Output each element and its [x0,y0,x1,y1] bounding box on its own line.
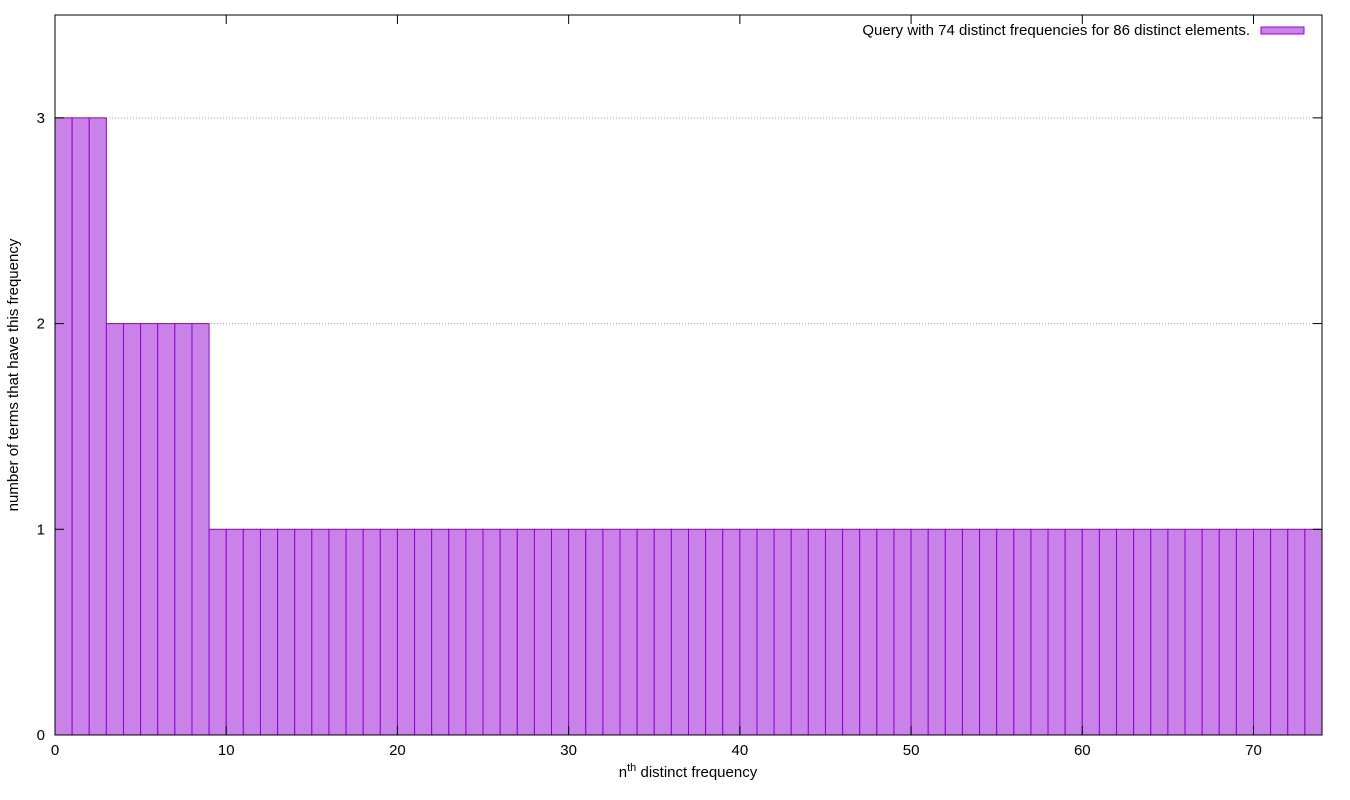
bar [191,323,210,736]
bar [1201,528,1220,736]
bar [294,528,313,736]
x-tick-label: 60 [1074,742,1091,759]
bar [1253,528,1272,736]
x-tick-label: 0 [51,742,59,759]
bar [979,528,998,736]
bar [1133,528,1152,736]
bar [1047,528,1066,736]
legend-swatch [1260,26,1305,35]
bar [893,528,912,736]
bar [790,528,809,736]
bar [910,528,929,736]
bar [876,528,895,736]
bar [1098,528,1118,736]
bar [1287,528,1306,736]
bar [328,528,347,736]
bar [259,528,279,736]
gridlines [55,117,1322,530]
bar [140,323,159,736]
bar [568,528,587,736]
x-axis-label: nth distinct frequency [619,762,758,781]
x-tick-label: 10 [218,742,235,759]
bar [311,528,330,736]
bar [944,528,963,736]
bar [516,528,535,736]
bar [636,528,655,736]
y-tick-label: 3 [37,110,45,127]
bar [602,528,621,736]
bar [1013,528,1032,736]
bar [277,528,296,736]
bar [379,528,398,736]
bar [1150,528,1169,736]
tick-labels: 0 10 20 30 40 50 60 70 0 1 2 3 [37,110,1262,759]
bar [927,528,946,736]
bar [448,528,467,736]
bar [345,528,364,736]
bar [1116,528,1135,736]
bar [585,528,604,736]
y-tick-label: 1 [37,521,45,538]
bar [465,528,484,736]
bar [807,528,826,736]
bar [482,528,501,736]
bar [1064,528,1083,736]
bar [705,528,724,736]
bar [157,323,176,736]
bar [431,528,450,736]
bar [1167,528,1186,736]
bar [670,528,689,736]
bar [739,528,758,736]
bar [842,528,861,736]
bar [362,528,381,736]
y-axis-label: number of terms that have this frequency [5,238,22,511]
bar [105,323,124,736]
bar [88,117,107,736]
bar [499,528,518,736]
bar [722,528,741,736]
bar [122,323,142,736]
x-tick-label: 40 [732,742,749,759]
x-tick-label: 70 [1245,742,1262,759]
y-tick-label: 2 [37,316,45,333]
bar [71,117,90,736]
bar [773,528,792,736]
bar [756,528,775,736]
bars [54,117,1323,736]
bar [1184,528,1203,736]
bar [824,528,844,736]
bar [225,528,244,736]
bar [688,528,707,736]
bar [961,528,981,736]
bar [1218,528,1237,736]
bar [1235,528,1255,736]
bar [996,528,1015,736]
x-tick-label: 20 [389,742,406,759]
bar [1030,528,1049,736]
axis-ticks [54,15,1322,736]
x-tick-label: 50 [903,742,920,759]
bar [619,528,638,736]
bar [653,528,672,736]
y-tick-label: 0 [37,727,45,744]
bar [533,528,553,736]
bar [174,323,193,736]
bar [242,528,261,736]
bar [1304,528,1323,736]
bar [1270,528,1289,736]
bar [414,528,433,736]
bar [551,528,570,736]
bar [859,528,878,736]
bar [54,117,73,736]
legend: Query with 74 distinct frequencies for 8… [862,22,1305,39]
bar [208,528,227,736]
legend-label: Query with 74 distinct frequencies for 8… [862,22,1250,39]
bar [396,528,416,736]
plot-frame [54,14,1323,736]
x-tick-label: 30 [560,742,577,759]
bar [1081,528,1100,736]
